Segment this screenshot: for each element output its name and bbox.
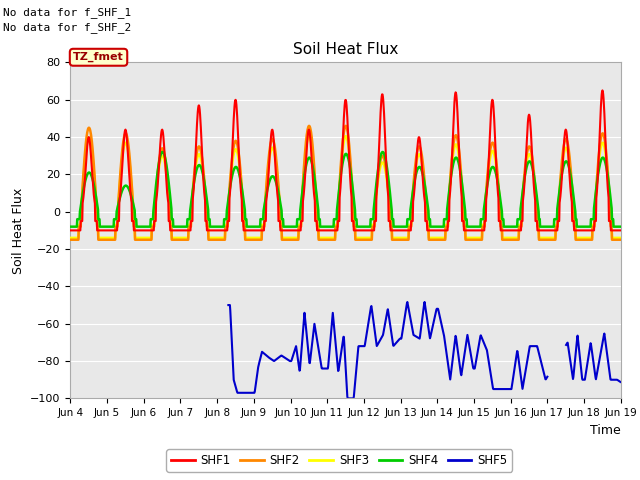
X-axis label: Time: Time xyxy=(590,424,621,437)
Y-axis label: Soil Heat Flux: Soil Heat Flux xyxy=(12,187,25,274)
Text: No data for f_SHF_1: No data for f_SHF_1 xyxy=(3,7,131,18)
Text: No data for f_SHF_2: No data for f_SHF_2 xyxy=(3,22,131,33)
Text: TZ_fmet: TZ_fmet xyxy=(73,52,124,62)
Title: Soil Heat Flux: Soil Heat Flux xyxy=(293,42,398,57)
Legend: SHF1, SHF2, SHF3, SHF4, SHF5: SHF1, SHF2, SHF3, SHF4, SHF5 xyxy=(166,449,512,472)
